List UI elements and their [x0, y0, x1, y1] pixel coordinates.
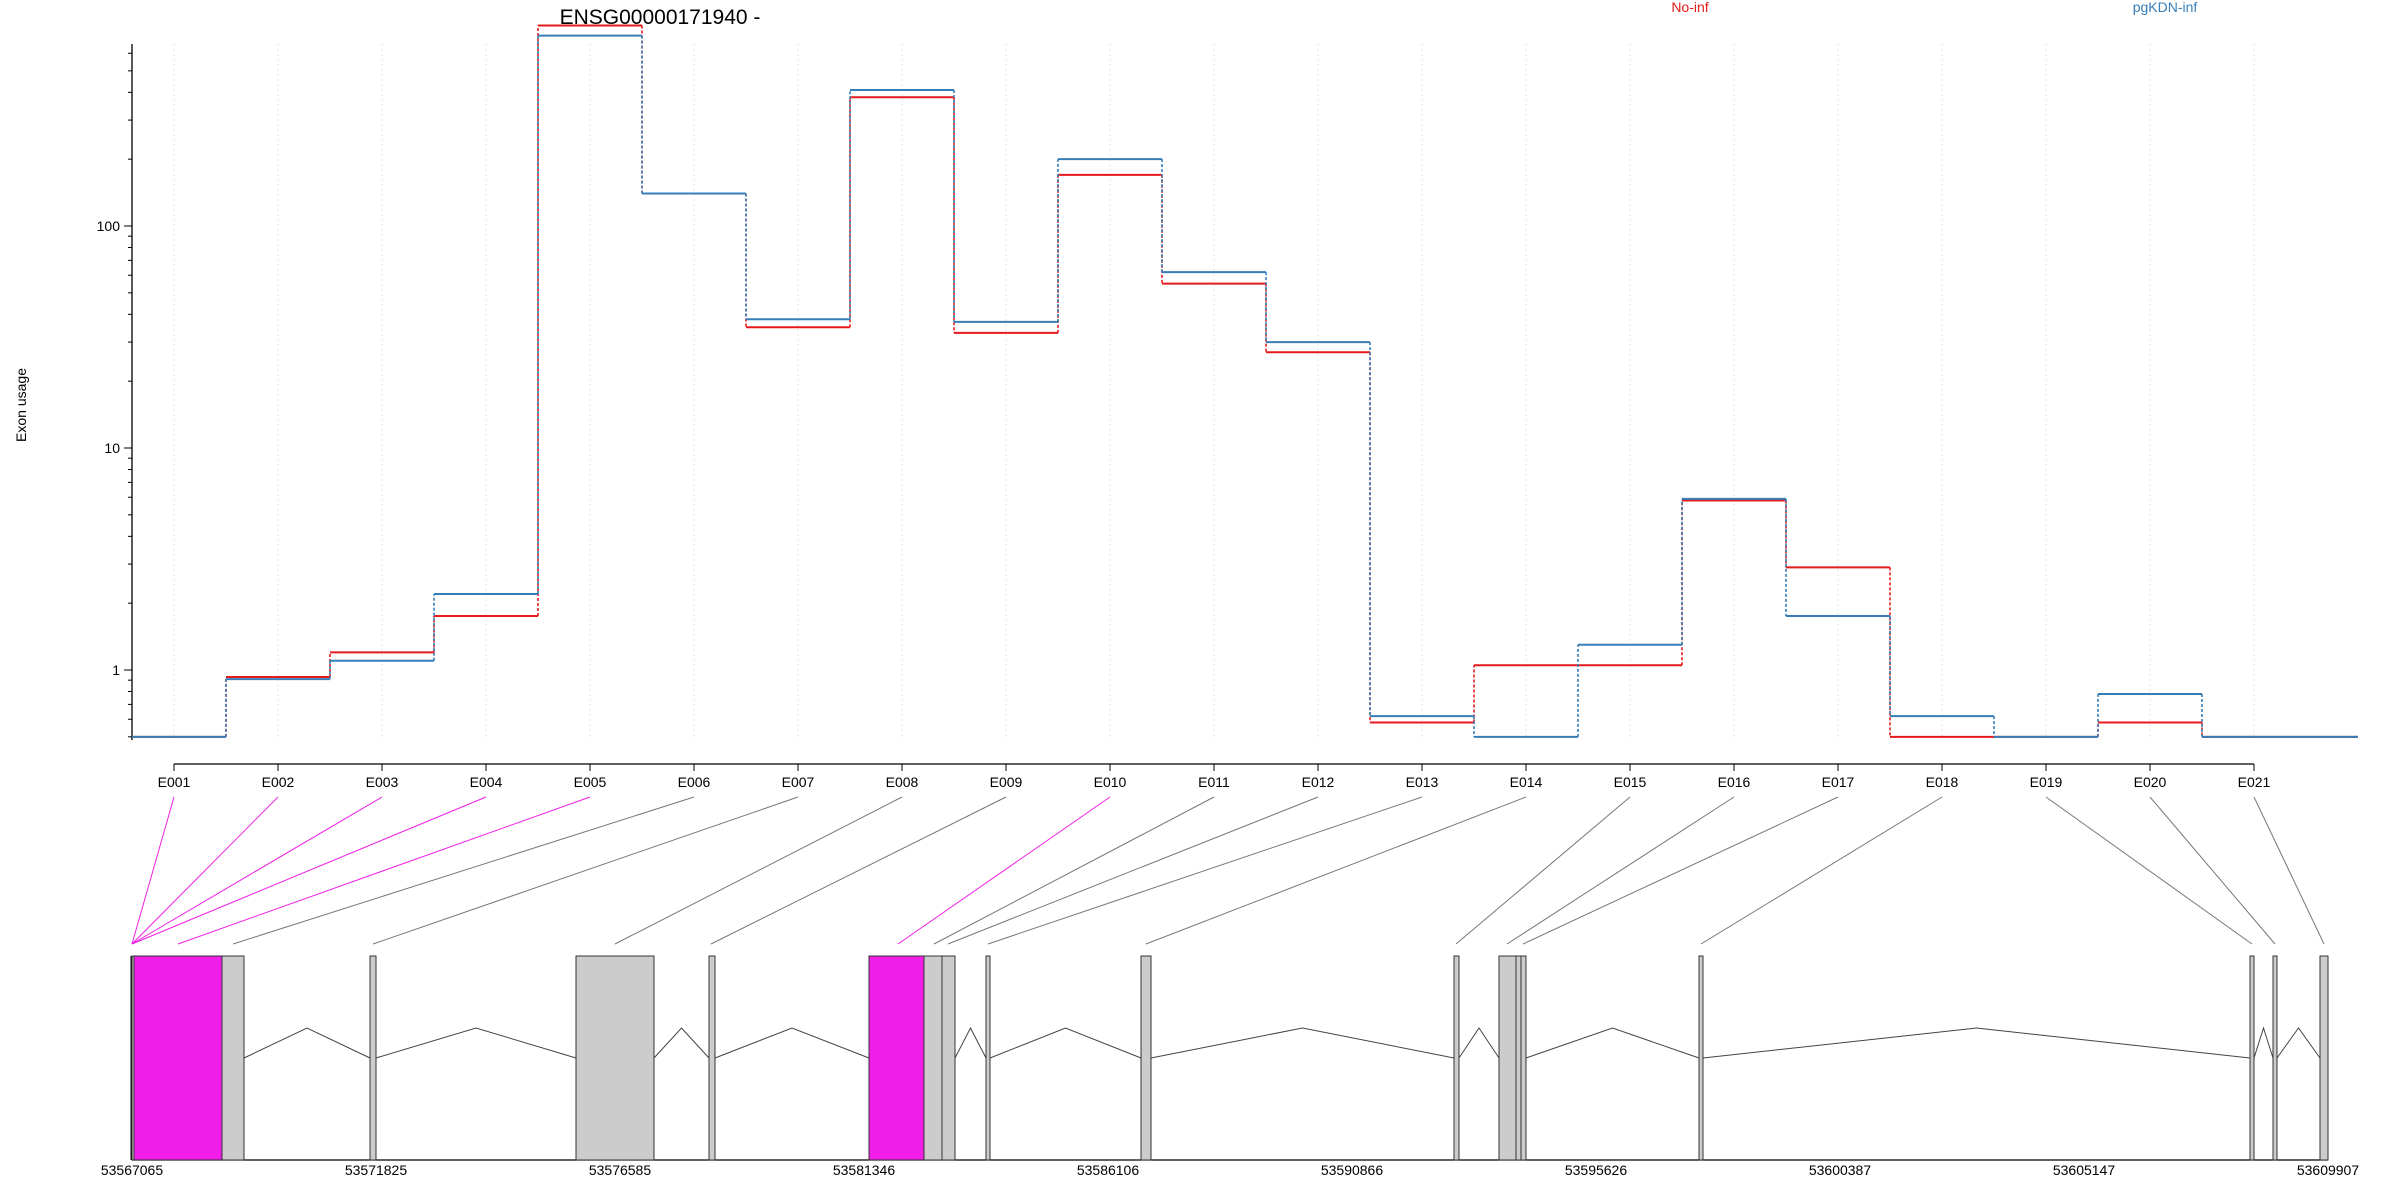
connector-e016: [1506, 796, 1735, 945]
connector-e020: [2149, 796, 2276, 945]
intron: [714, 1027, 870, 1059]
x-tick-label-e004: E004: [470, 774, 503, 790]
x-tick-label-e001: E001: [158, 774, 191, 790]
genomic-coordinates: 53567065 53571825 53576585 53581346 53586106…: [101, 1162, 2360, 1178]
x-tick-label-e021: E021: [2238, 774, 2271, 790]
connector-e014: [1145, 796, 1527, 945]
highlighted-exon-box: [133, 955, 223, 1161]
exon-connectors: [131, 796, 2325, 945]
connector-e001: [131, 796, 175, 945]
coordinate-label: 53576585: [589, 1162, 652, 1178]
exon-box: [2272, 955, 2278, 1161]
exon-box: [575, 955, 655, 1161]
intron: [1702, 1027, 2251, 1059]
connector-e004: [131, 796, 487, 945]
intron: [954, 1026, 987, 1059]
coordinate-label: 53586106: [1077, 1162, 1140, 1178]
y-tick-label: 100: [97, 218, 121, 234]
coordinate-label: 53567065: [101, 1162, 164, 1178]
exon-box: [985, 955, 991, 1161]
x-tick-label-e006: E006: [678, 774, 711, 790]
grid-lines: [173, 44, 2255, 740]
exon-box: [1515, 955, 1522, 1161]
connector-e003: [131, 796, 383, 945]
x-axis: E001 E002 E003 E004 E005 E006 E007 E008 E009 E010…: [158, 763, 2271, 790]
coordinate-label: 53609907: [2297, 1162, 2360, 1178]
exon-box: [1140, 955, 1152, 1161]
intron: [243, 1027, 371, 1059]
connector-e005: [177, 796, 591, 945]
x-tick-label-e009: E009: [990, 774, 1023, 790]
intron: [653, 1027, 710, 1059]
y-tick-label: 1: [112, 662, 120, 678]
connector-e007: [372, 796, 799, 945]
coordinate-label: 53600387: [1809, 1162, 1872, 1178]
connector-e018: [1700, 796, 1943, 945]
connector-e012: [947, 796, 1319, 945]
connector-e015: [1455, 796, 1631, 945]
coordinate-label: 53595626: [1565, 1162, 1628, 1178]
y-axis-label: Exon usage: [13, 368, 29, 442]
coordinate-label: 53605147: [2053, 1162, 2116, 1178]
x-tick-label-e020: E020: [2134, 774, 2167, 790]
legend-label-pgkdn-inf: pgKDN-inf: [2133, 0, 2198, 15]
connector-e008: [614, 796, 903, 945]
intron: [1458, 1027, 1500, 1059]
y-tick-label: 10: [104, 440, 120, 456]
intron: [2253, 1026, 2274, 1059]
x-tick-label-e003: E003: [366, 774, 399, 790]
highlighted-exon-box: [868, 955, 925, 1161]
connector-e021: [2253, 796, 2325, 945]
exon-box: [1498, 955, 1517, 1161]
coordinate-label: 53590866: [1321, 1162, 1384, 1178]
connector-e009: [710, 796, 1007, 945]
series-lines: [132, 24, 2358, 738]
chart-title: ENSG00000171940 -: [560, 6, 761, 29]
intron: [1525, 1027, 1700, 1059]
x-tick-label-e007: E007: [782, 774, 815, 790]
x-tick-label-e013: E013: [1406, 774, 1439, 790]
connector-e011: [933, 796, 1215, 945]
x-tick-label-e011: E011: [1198, 774, 1230, 790]
connector-e010: [897, 796, 1111, 945]
intron: [2276, 1027, 2321, 1059]
connector-e006: [232, 796, 695, 945]
x-tick-label-e014: E014: [1510, 774, 1543, 790]
exon-box: [708, 955, 716, 1161]
coordinate-label: 53571825: [345, 1162, 408, 1178]
gene-model: [130, 955, 2329, 1161]
x-tick-label-e002: E002: [262, 774, 295, 790]
exon-box: [369, 955, 377, 1161]
x-tick-label-e008: E008: [886, 774, 919, 790]
exon-box: [1520, 955, 1527, 1161]
y-axis: 1 10 100: [97, 44, 133, 740]
exon-box: [923, 955, 943, 1161]
exon-box: [2249, 955, 2255, 1161]
connector-e002: [131, 796, 279, 945]
x-tick-label-e019: E019: [2030, 774, 2063, 790]
intron: [1150, 1027, 1455, 1059]
exon-box: [1698, 955, 1704, 1161]
x-tick-label-e005: E005: [574, 774, 607, 790]
connector-e013: [987, 796, 1423, 945]
exon-box: [941, 955, 956, 1161]
series-pgkdn-inf: [132, 34, 2358, 738]
exon-box: [1453, 955, 1460, 1161]
x-tick-label-e012: E012: [1302, 774, 1335, 790]
x-tick-label-e010: E010: [1094, 774, 1127, 790]
intron: [989, 1027, 1142, 1059]
connector-e017: [1522, 796, 1839, 945]
coordinate-label: 53581346: [833, 1162, 896, 1178]
x-tick-label-e015: E015: [1614, 774, 1647, 790]
exon-box: [221, 955, 245, 1161]
x-tick-label-e017: E017: [1822, 774, 1855, 790]
x-tick-label-e018: E018: [1926, 774, 1959, 790]
series-no-inf: [132, 24, 2358, 738]
legend-label-no-inf: No-inf: [1671, 0, 1708, 15]
intron: [375, 1027, 577, 1059]
x-tick-label-e016: E016: [1718, 774, 1751, 790]
exon-box: [2319, 955, 2329, 1161]
connector-e019: [2045, 796, 2253, 945]
